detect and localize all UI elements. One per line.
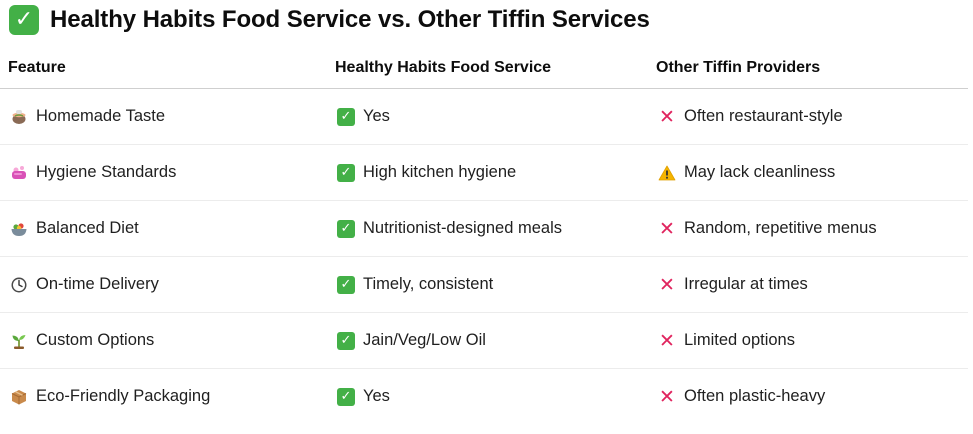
table-row: Eco-Friendly Packaging ✓ Yes ✕ Often pla… (0, 369, 968, 425)
warning-icon (658, 164, 676, 182)
cooking-pot-icon (10, 108, 28, 126)
check-mark-icon: ✓ (337, 387, 355, 406)
table-header-row: Feature Healthy Habits Food Service Othe… (0, 48, 968, 89)
feature-cell: Custom Options (0, 312, 327, 369)
cross-icon: ✕ (659, 329, 675, 352)
page-title: Healthy Habits Food Service vs. Other Ti… (50, 6, 650, 33)
feature-cell: Hygiene Standards (0, 144, 327, 201)
other-providers-value: Irregular at times (684, 275, 808, 293)
check-mark-icon: ✓ (337, 163, 355, 182)
cross-icon: ✕ (659, 105, 675, 128)
comparison-table: Feature Healthy Habits Food Service Othe… (0, 48, 968, 424)
soap-icon (10, 164, 28, 182)
healthy-habits-cell: ✓ Jain/Veg/Low Oil (327, 312, 648, 369)
column-header-healthy-habits: Healthy Habits Food Service (327, 48, 648, 89)
feature-cell: Eco-Friendly Packaging (0, 369, 327, 425)
other-providers-cell: ✕ Often plastic-heavy (648, 369, 968, 425)
clock-icon (10, 276, 28, 294)
healthy-habits-value: Timely, consistent (363, 275, 494, 293)
feature-label: Custom Options (36, 331, 155, 349)
other-providers-value: Often restaurant-style (684, 107, 843, 125)
other-providers-cell: ✕ Limited options (648, 312, 968, 369)
other-providers-cell: ✕ Random, repetitive menus (648, 200, 968, 257)
healthy-habits-value: High kitchen hygiene (363, 163, 517, 181)
feature-cell: Balanced Diet (0, 200, 327, 257)
table-row: Custom Options ✓ Jain/Veg/Low Oil ✕ Limi… (0, 312, 968, 369)
feature-label: Homemade Taste (36, 107, 166, 125)
salad-bowl-icon (10, 220, 28, 238)
other-providers-cell: ✕ Irregular at times (648, 256, 968, 313)
other-providers-cell: ✕ Often restaurant-style (648, 88, 968, 145)
healthy-habits-value: Yes (363, 387, 390, 405)
package-icon (10, 388, 28, 406)
healthy-habits-cell: ✓ Timely, consistent (327, 256, 648, 313)
cross-icon: ✕ (659, 273, 675, 296)
table-row: Homemade Taste ✓ Yes ✕ Often restaurant-… (0, 88, 968, 145)
check-mark-icon: ✓ (9, 5, 39, 35)
table-row: Balanced Diet ✓ Nutritionist-designed me… (0, 200, 968, 257)
check-mark-icon: ✓ (337, 331, 355, 350)
check-mark-icon: ✓ (337, 107, 355, 126)
healthy-habits-cell: ✓ High kitchen hygiene (327, 144, 648, 201)
feature-cell: On-time Delivery (0, 256, 327, 313)
other-providers-value: Random, repetitive menus (684, 219, 877, 237)
feature-label: Hygiene Standards (36, 163, 177, 181)
feature-label: Balanced Diet (36, 219, 139, 237)
other-providers-value: Often plastic-heavy (684, 387, 826, 405)
check-mark-icon: ✓ (337, 275, 355, 294)
healthy-habits-value: Yes (363, 107, 390, 125)
feature-label: On-time Delivery (36, 275, 159, 293)
seedling-icon (10, 332, 28, 350)
column-header-feature: Feature (0, 48, 327, 89)
healthy-habits-cell: ✓ Yes (327, 88, 648, 145)
healthy-habits-cell: ✓ Nutritionist-designed meals (327, 200, 648, 257)
page-title-row: ✓ Healthy Habits Food Service vs. Other … (9, 3, 650, 37)
cross-icon: ✕ (659, 217, 675, 240)
check-mark-icon: ✓ (337, 219, 355, 238)
other-providers-cell: May lack cleanliness (648, 144, 968, 201)
other-providers-value: Limited options (684, 331, 795, 349)
healthy-habits-value: Nutritionist-designed meals (363, 219, 563, 237)
column-header-other-providers: Other Tiffin Providers (648, 48, 968, 89)
cross-icon: ✕ (659, 385, 675, 408)
other-providers-value: May lack cleanliness (684, 163, 836, 181)
healthy-habits-value: Jain/Veg/Low Oil (363, 331, 486, 349)
table-row: Hygiene Standards ✓ High kitchen hygiene… (0, 144, 968, 201)
feature-label: Eco-Friendly Packaging (36, 387, 211, 405)
table-row: On-time Delivery ✓ Timely, consistent ✕ … (0, 256, 968, 313)
healthy-habits-cell: ✓ Yes (327, 369, 648, 425)
feature-cell: Homemade Taste (0, 88, 327, 145)
